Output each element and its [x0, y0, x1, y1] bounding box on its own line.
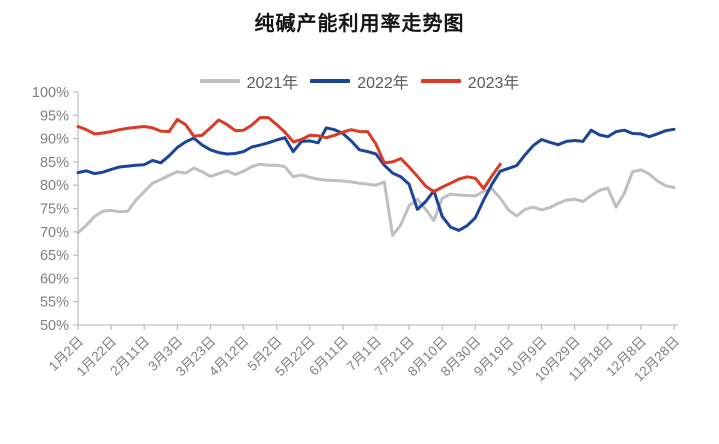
- y-tick-label: 60%: [40, 271, 69, 287]
- legend-label-2021: 2021年: [246, 75, 299, 92]
- legend-label-2023: 2023年: [467, 75, 520, 92]
- y-tick-label: 100%: [32, 85, 69, 101]
- legend-item-2022: 2022年: [310, 69, 409, 93]
- y-tick-label: 85%: [40, 155, 69, 171]
- y-tick-label: 55%: [40, 295, 69, 311]
- y-tick-label: 75%: [40, 202, 69, 218]
- y-tick-label: 80%: [40, 178, 69, 194]
- series-line-2022年: [76, 126, 676, 232]
- y-tick-label: 95%: [40, 108, 69, 124]
- legend-label-2022: 2022年: [357, 75, 409, 92]
- chart-title: 纯碱产能利用率走势图: [254, 13, 465, 35]
- y-tick-label: 70%: [40, 225, 69, 241]
- legend-item-2021: 2021年: [199, 69, 299, 93]
- y-tick-label: 90%: [40, 132, 69, 148]
- legend-item-2023: 2023年: [420, 69, 520, 93]
- series-line-2021年: [76, 162, 676, 237]
- legend-swatch-2021: [199, 79, 240, 83]
- series-line-2023年: [76, 116, 502, 194]
- y-tick-label: 50%: [40, 318, 69, 334]
- legend-swatch-2023: [420, 79, 461, 83]
- y-tick-label: 65%: [40, 248, 69, 264]
- legend-swatch-2022: [310, 79, 351, 83]
- legend: 2021年 2022年 2023年: [0, 69, 719, 93]
